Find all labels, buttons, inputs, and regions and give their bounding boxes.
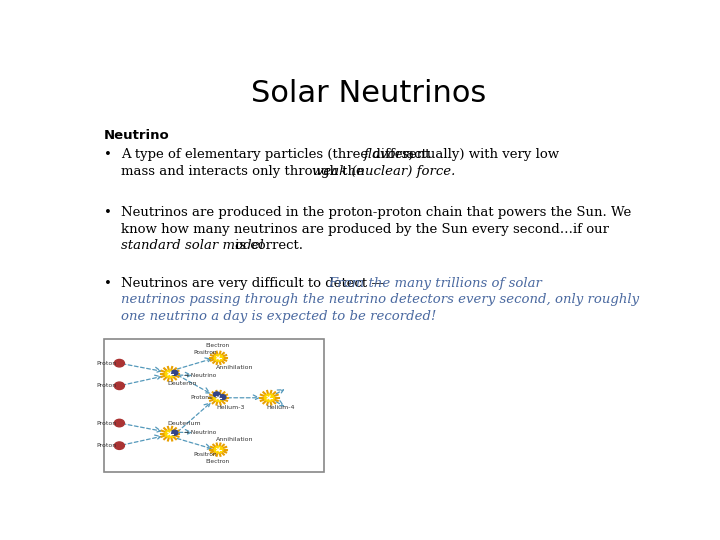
Text: one neutrino a day is expected to be recorded!: one neutrino a day is expected to be rec… bbox=[121, 310, 436, 323]
Circle shape bbox=[214, 394, 223, 401]
Text: Positron: Positron bbox=[194, 453, 217, 457]
Text: → Neutrino: → Neutrino bbox=[184, 430, 217, 435]
FancyBboxPatch shape bbox=[104, 339, 324, 472]
Text: standard solar model: standard solar model bbox=[121, 239, 264, 252]
Text: •: • bbox=[104, 206, 112, 219]
Circle shape bbox=[171, 370, 178, 375]
Circle shape bbox=[264, 394, 274, 401]
Text: Deuterium: Deuterium bbox=[167, 421, 201, 426]
Circle shape bbox=[114, 360, 125, 367]
Circle shape bbox=[165, 370, 175, 377]
Text: → Neutrino: → Neutrino bbox=[184, 373, 217, 377]
Text: neutrinos passing through the neutrino detectors every second, only roughly: neutrinos passing through the neutrino d… bbox=[121, 294, 639, 307]
Circle shape bbox=[171, 430, 178, 435]
Circle shape bbox=[214, 355, 223, 361]
Text: Neutrinos are produced in the proton-proton chain that powers the Sun. We: Neutrinos are produced in the proton-pro… bbox=[121, 206, 631, 219]
Text: Electron: Electron bbox=[205, 343, 229, 348]
Text: Annihilation: Annihilation bbox=[216, 437, 253, 442]
Circle shape bbox=[213, 392, 220, 397]
Circle shape bbox=[165, 430, 175, 437]
Text: know how many neutrinos are produced by the Sun every second…if our: know how many neutrinos are produced by … bbox=[121, 223, 608, 236]
Text: Neutrino: Neutrino bbox=[104, 129, 170, 142]
Text: Protons: Protons bbox=[190, 395, 212, 400]
Text: mass and interacts only through the: mass and interacts only through the bbox=[121, 165, 368, 178]
Text: Proton: Proton bbox=[96, 383, 117, 388]
Text: Proton: Proton bbox=[96, 361, 117, 366]
Circle shape bbox=[219, 395, 226, 400]
Text: Positron: Positron bbox=[194, 350, 217, 355]
Circle shape bbox=[214, 447, 223, 453]
Text: A type of elementary particles (three different: A type of elementary particles (three di… bbox=[121, 148, 434, 161]
Text: Electron: Electron bbox=[205, 459, 229, 464]
Text: flavors,: flavors, bbox=[364, 148, 413, 161]
Text: Helium-4: Helium-4 bbox=[266, 405, 295, 410]
Text: Annihilation: Annihilation bbox=[216, 364, 253, 370]
Text: •: • bbox=[104, 277, 112, 290]
Circle shape bbox=[114, 382, 125, 389]
Text: Neutrinos are very difficult to detect —: Neutrinos are very difficult to detect — bbox=[121, 277, 389, 290]
Text: weak (nuclear) force.: weak (nuclear) force. bbox=[312, 165, 456, 178]
Text: Proton: Proton bbox=[96, 443, 117, 448]
Text: From the many trillions of solar: From the many trillions of solar bbox=[328, 277, 542, 290]
Circle shape bbox=[114, 420, 125, 427]
Text: Deuteron: Deuteron bbox=[167, 381, 197, 386]
Text: •: • bbox=[104, 148, 112, 161]
Text: Helium-3: Helium-3 bbox=[216, 405, 244, 410]
Text: Proton: Proton bbox=[96, 421, 117, 426]
Text: actually) with very low: actually) with very low bbox=[402, 148, 559, 161]
Text: Solar Neutrinos: Solar Neutrinos bbox=[251, 79, 487, 109]
Text: is correct.: is correct. bbox=[231, 239, 303, 252]
Circle shape bbox=[114, 442, 125, 449]
